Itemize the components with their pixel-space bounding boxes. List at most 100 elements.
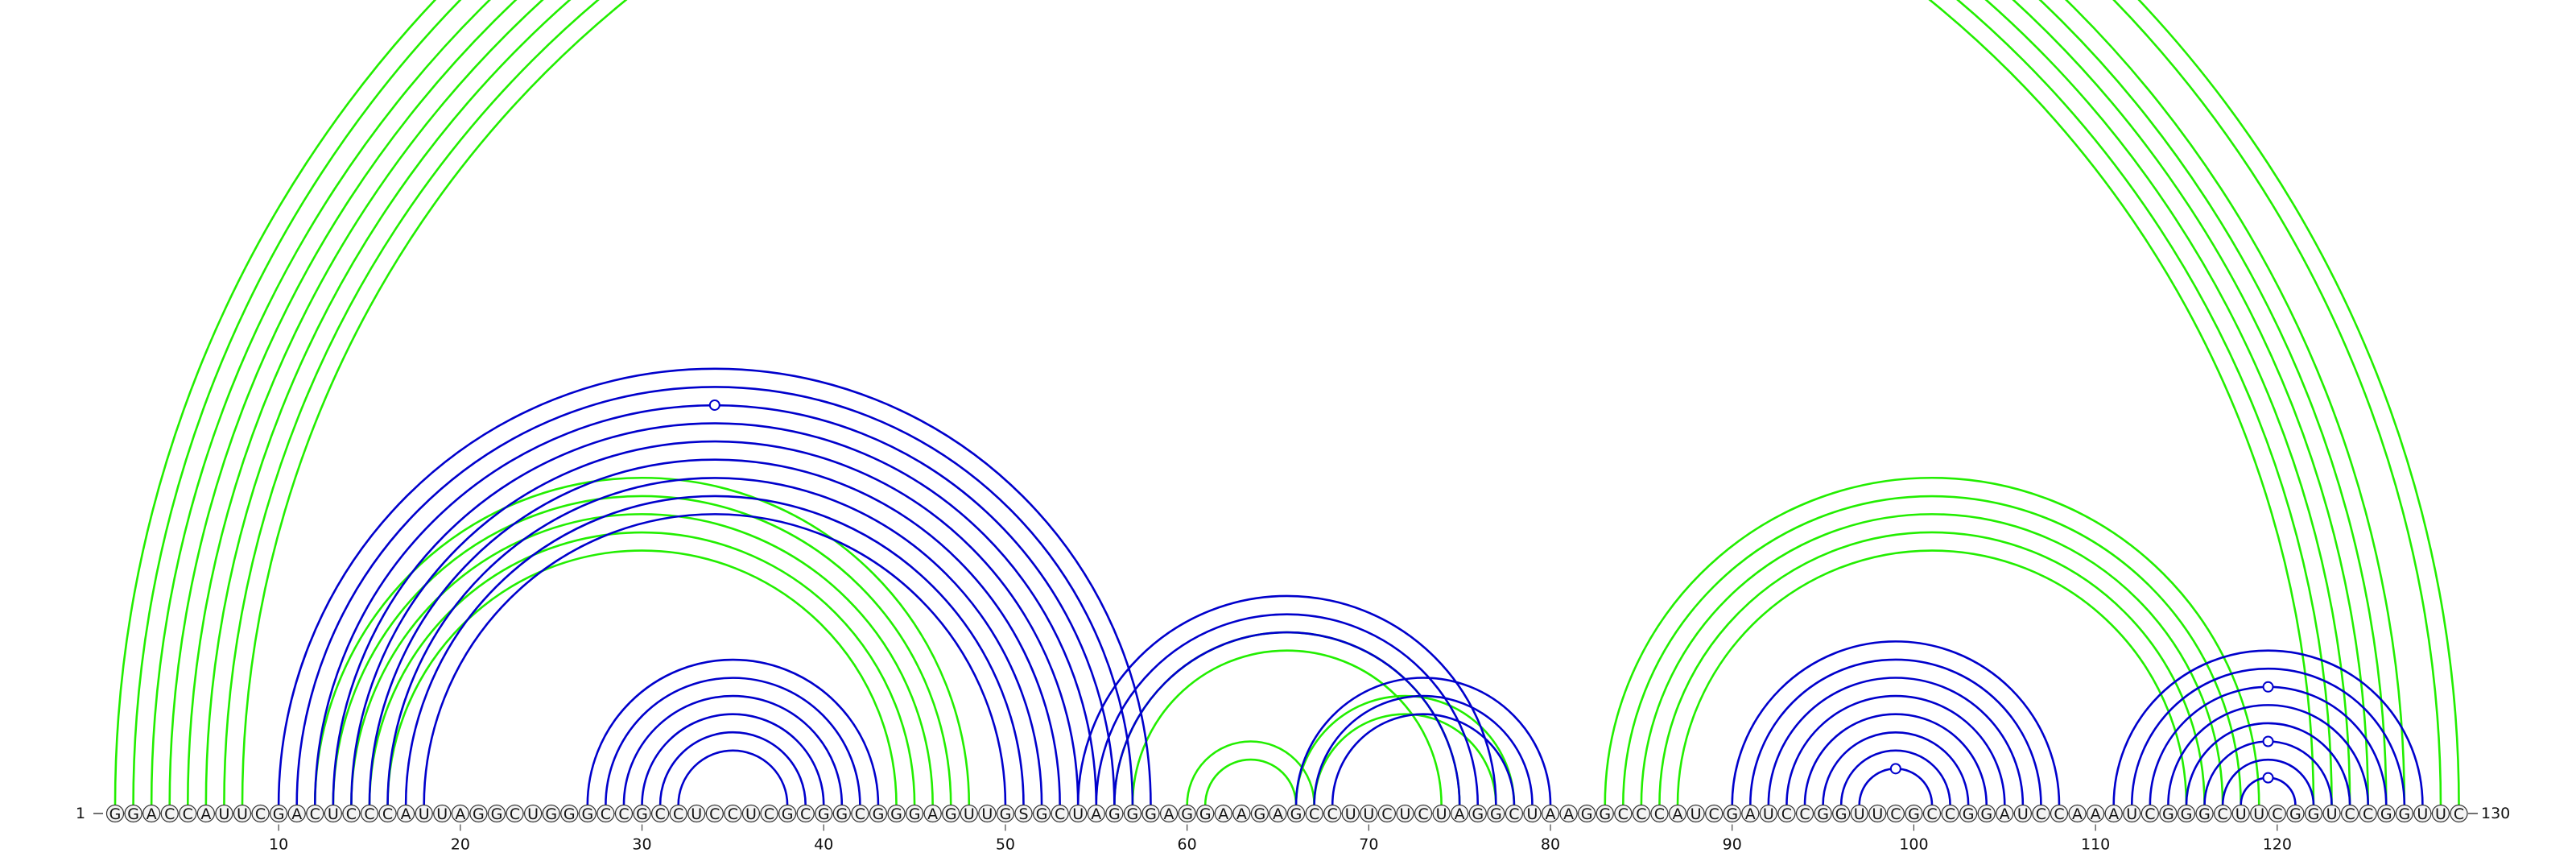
nucleotide-letter: C (255, 805, 266, 823)
nucleotide: G (1978, 805, 1995, 824)
nucleotide: C (361, 805, 378, 824)
position-axis: 10 20 30 40 50 60 70 80 90 100 110 120 (269, 825, 2292, 854)
nucleotide-letter: G (1000, 805, 1012, 823)
nucleotide-letter: U (1345, 805, 1356, 823)
nucleotide-letter: G (564, 805, 576, 823)
nucleotide: G (1833, 805, 1850, 824)
nucleotide: C (2050, 805, 2067, 824)
arc-apex-marker-113-126 (2264, 682, 2273, 692)
nucleotide-letter: A (1236, 805, 1247, 823)
arc-apex-marker-97-101 (1891, 764, 1901, 773)
nucleotide: C (761, 805, 778, 824)
nucleotide-letter: C (382, 805, 393, 823)
tick-label-60: 60 (1178, 836, 1197, 854)
nucleotide-letter: A (2091, 805, 2101, 823)
nucleotide-letter: C (1509, 805, 1519, 823)
green-arc-1-130 (115, 0, 2459, 805)
nucleotide: C (852, 805, 869, 824)
nucleotide-letter: G (782, 805, 794, 823)
nucleotide: U (2323, 805, 2340, 824)
nucleotide-letter: G (1036, 805, 1048, 823)
nucleotide-letter: G (1726, 805, 1738, 823)
nucleotide: C (724, 805, 741, 824)
nucleotide: G (888, 805, 905, 824)
nucleotide: A (2105, 805, 2122, 824)
tick-label-30: 30 (632, 836, 651, 854)
nucleotide-letter: G (2398, 805, 2410, 823)
nucleotide-letter: G (2308, 805, 2320, 823)
blue-arcs-layer (279, 0, 2422, 805)
nucleotide: A (1542, 805, 1559, 824)
nucleotide: G (2396, 805, 2413, 824)
nucleotide: G (1469, 805, 1486, 824)
green-arc-2-129 (134, 0, 2441, 805)
nucleotide: C (1051, 805, 1068, 824)
nucleotide-letter: G (890, 805, 902, 823)
nucleotide: U (1070, 805, 1087, 824)
nucleotide-letter: A (291, 805, 302, 823)
nucleotide: G (2305, 805, 2322, 824)
nucleotide-letter: C (601, 805, 611, 823)
nucleotide: G (1251, 805, 1268, 824)
nucleotide-letter: C (1055, 805, 1065, 823)
nucleotide-letter: C (1327, 805, 1338, 823)
nucleotide: C (1778, 805, 1795, 824)
blue-arc-18-50 (424, 514, 1005, 805)
nucleotide-letter: A (2108, 805, 2119, 823)
nucleotide: G (2287, 805, 2304, 824)
nucleotide: U (2414, 805, 2431, 824)
nucleotide-letter: C (728, 805, 738, 823)
sequence-start-label: 1 (76, 805, 85, 822)
nucleotide-letter: G (1581, 805, 1593, 823)
nucleotide: C (252, 805, 269, 824)
blue-arc-115-124 (2186, 723, 2350, 805)
nucleotide-letter: C (1309, 805, 1319, 823)
nucleotide: C (343, 805, 360, 824)
nucleotide-letter: G (1908, 805, 1920, 823)
nucleotide: C (307, 805, 324, 824)
blue-arc-30-40 (642, 714, 824, 805)
nucleotide: U (2251, 805, 2268, 824)
nucleotide-letter: G (2289, 805, 2301, 823)
nucleotide-letter: A (455, 805, 465, 823)
nucleotide-letter: G (127, 805, 139, 823)
nucleotide: C (180, 805, 196, 824)
nucleotide: C (1887, 805, 1904, 824)
nucleotide: A (288, 805, 305, 824)
tick-label-70: 70 (1359, 836, 1378, 854)
nucleotide-letter: A (401, 805, 411, 823)
nucleotide: U (1360, 805, 1377, 824)
arc-apex-marker-116-123 (2264, 737, 2273, 747)
nucleotide-letter: C (164, 805, 175, 823)
nucleotide: C (1378, 805, 1395, 824)
nucleotide-row: GGACCAUUCGACUCCCAUUAGGCUGGGCCGCCUCCUCGCG… (107, 805, 2468, 824)
nucleotide-letter: C (1890, 805, 1901, 823)
nucleotide-letter: C (1945, 805, 1955, 823)
nucleotide-letter: C (1636, 805, 1646, 823)
green-arc-12-48 (315, 478, 969, 805)
nucleotide-letter: G (836, 805, 848, 823)
nucleotide: C (1797, 805, 1814, 824)
nucleotide-letter: C (1618, 805, 1629, 823)
nucleotide: C (597, 805, 614, 824)
nucleotide: U (1851, 805, 1868, 824)
green-arc-61-66 (1205, 760, 1296, 805)
nucleotide: C (2450, 805, 2467, 824)
nucleotide: G (1579, 805, 1596, 824)
nucleotide-letter: G (1199, 805, 1212, 823)
nucleotide-letter: U (1690, 805, 1702, 823)
nucleotide: U (1524, 805, 1541, 824)
nucleotide: G (543, 805, 559, 824)
nucleotide: C (1924, 805, 1941, 824)
nucleotide: U (979, 805, 996, 824)
green-arc-8-122 (242, 0, 2314, 805)
nucleotide-letter: U (419, 805, 430, 823)
nucleotide: G (125, 805, 142, 824)
nucleotide: A (1269, 805, 1286, 824)
nucleotide-letter: U (1400, 805, 1411, 823)
nucleotide-letter: G (273, 805, 285, 823)
arc-apex-marker-12-56 (710, 400, 720, 410)
nucleotide-letter: C (2036, 805, 2046, 823)
nucleotide-letter: G (945, 805, 957, 823)
tick-label-20: 20 (451, 836, 470, 854)
